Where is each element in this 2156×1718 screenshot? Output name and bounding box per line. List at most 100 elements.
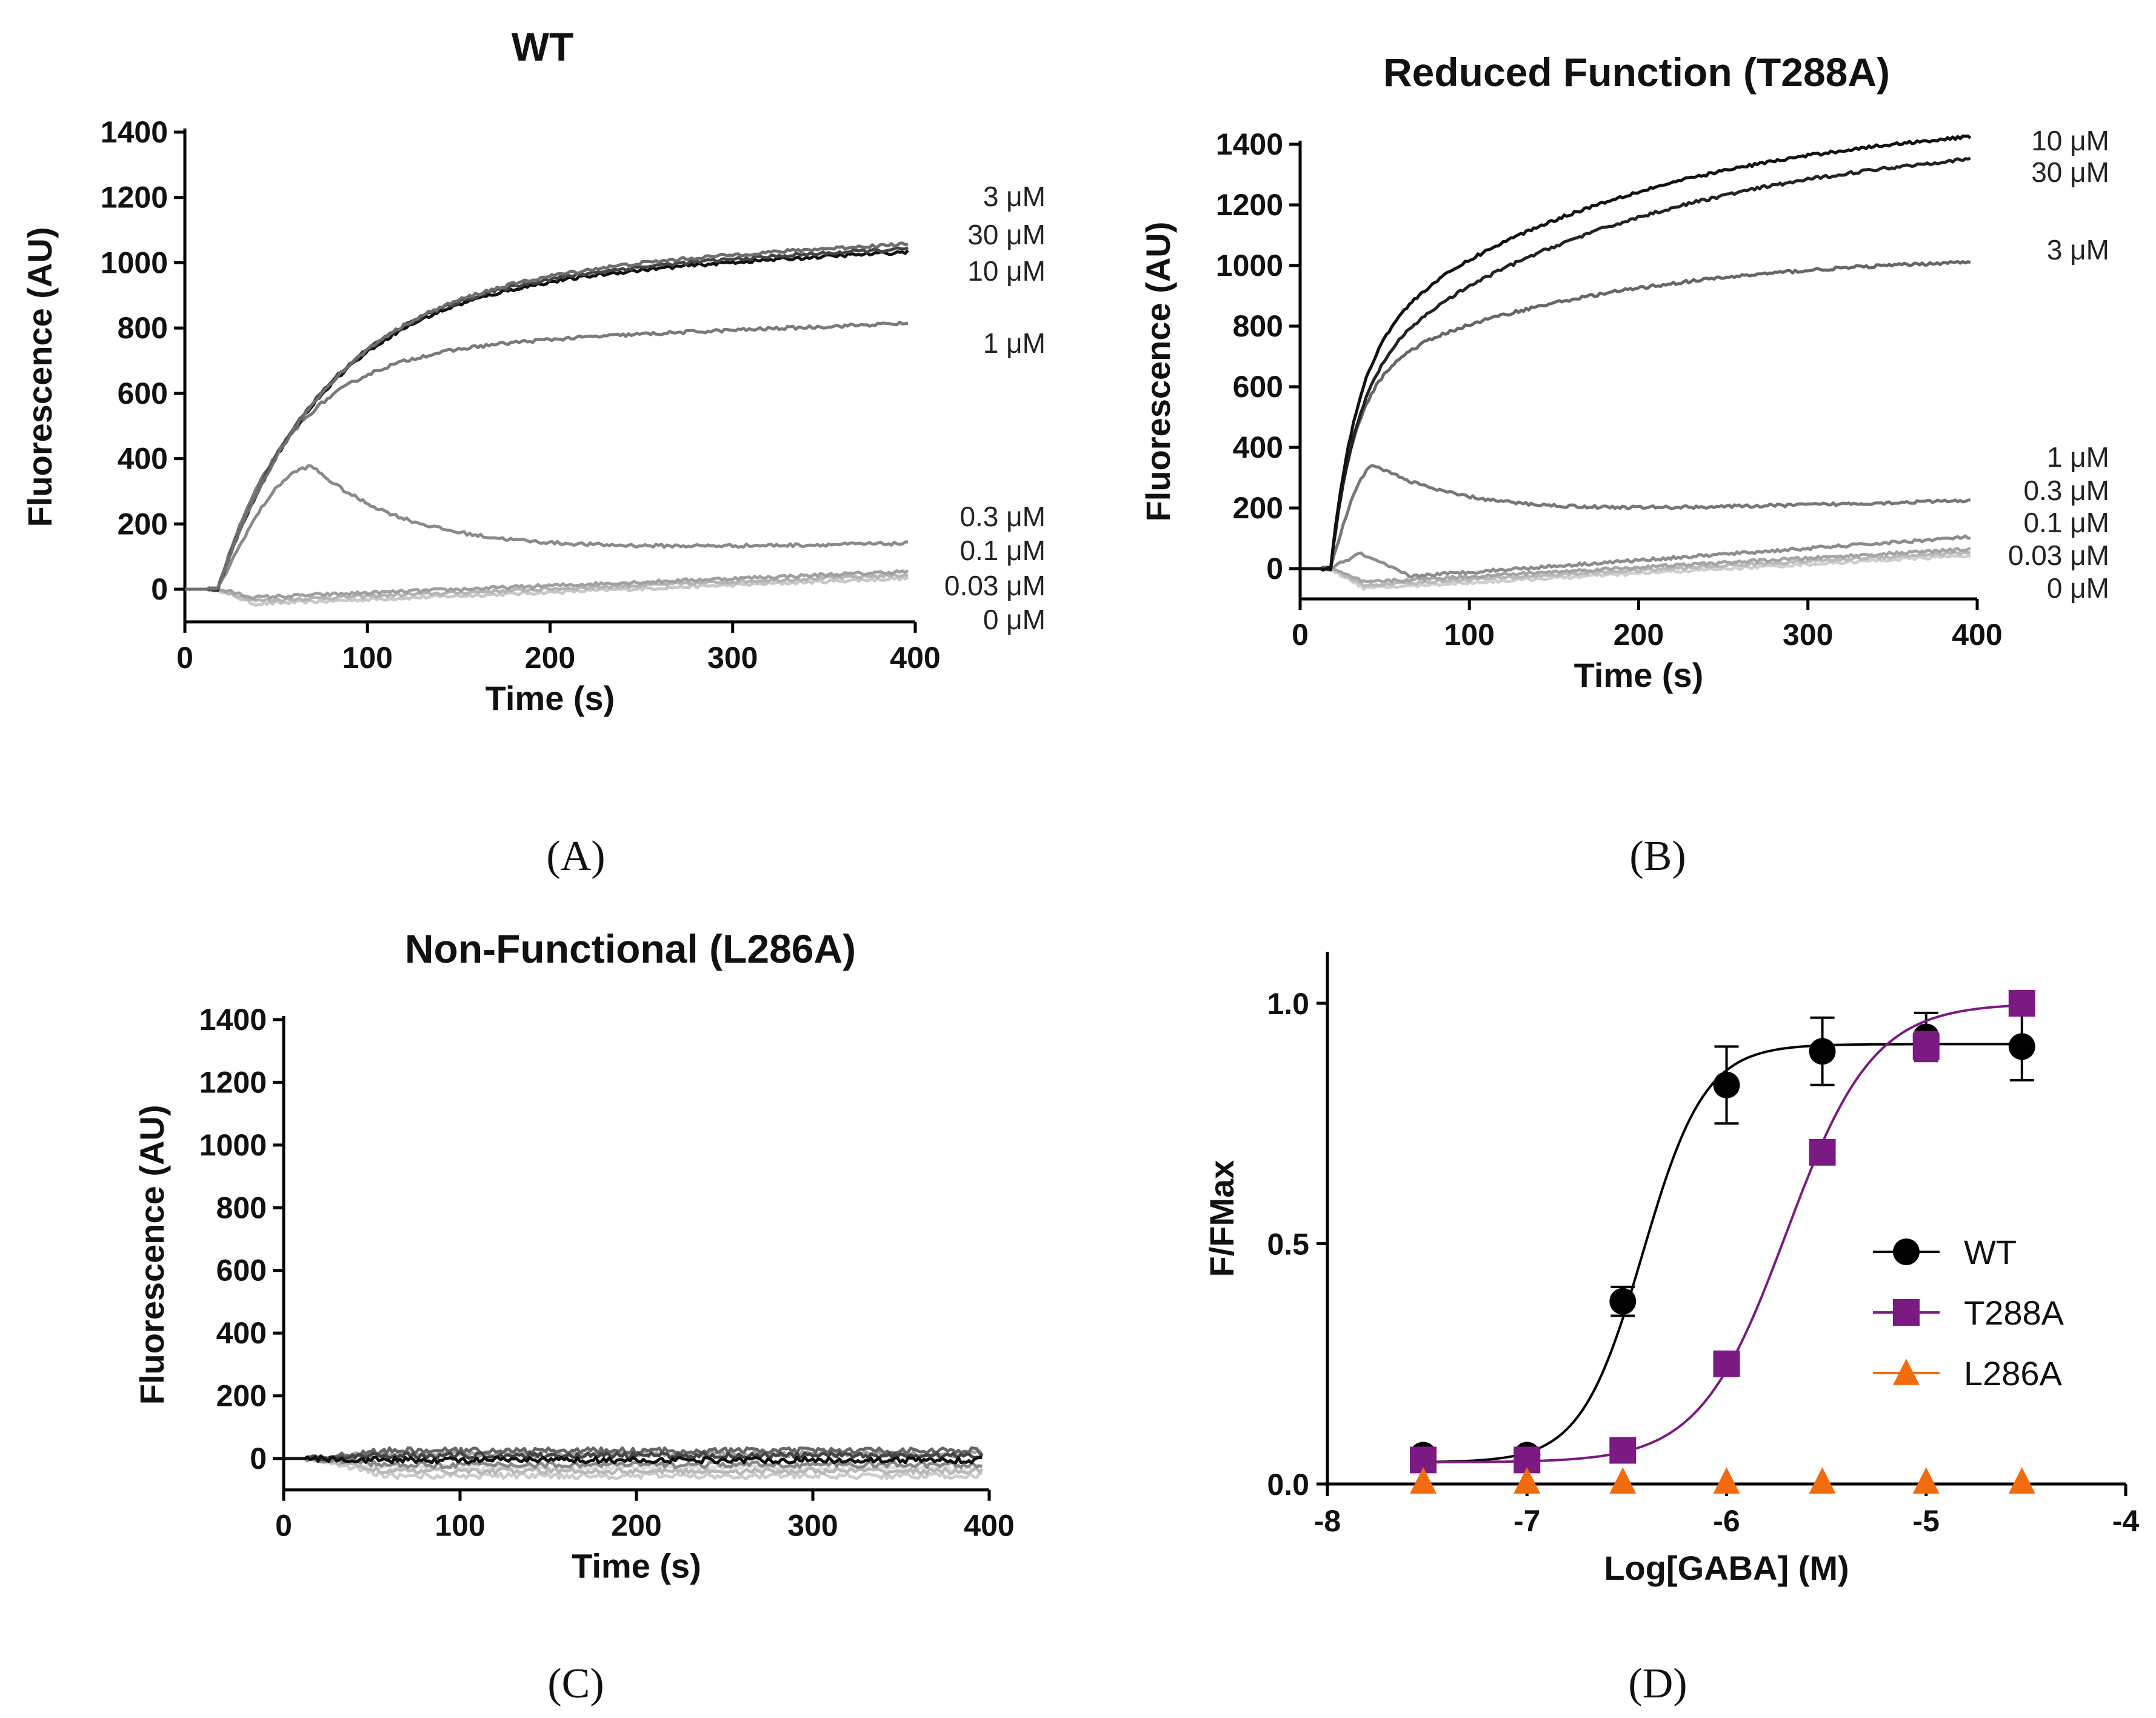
y-tick-label: 400 (216, 1316, 267, 1350)
marker-wt (1809, 1038, 1836, 1065)
marker-t288a (1809, 1138, 1836, 1166)
marker-t288a (1893, 1299, 1920, 1326)
panel-c-l286a-traces: Non-Functional (L286A)020040060080010001… (133, 926, 1015, 1585)
panel-label-c: (C) (547, 1660, 604, 1707)
y-tick-label: 0.0 (1267, 1468, 1309, 1502)
concentration-label: 0.1 μM (2023, 507, 2109, 538)
x-tick-label: -4 (2112, 1504, 2140, 1538)
x-tick-label: 300 (787, 1509, 838, 1543)
concentration-label: 0 μM (2047, 572, 2109, 604)
legend-label-t288a: T288A (1964, 1294, 2064, 1332)
y-tick-label: 1200 (199, 1065, 267, 1099)
x-tick-label: 0 (1292, 618, 1309, 652)
y-tick-label: 1400 (199, 1003, 267, 1037)
marker-l286a (2008, 1467, 2035, 1494)
trace-trace-7 (284, 1454, 983, 1480)
marker-l286a (1410, 1467, 1437, 1494)
concentration-label: 0.3 μM (960, 501, 1046, 532)
legend-label-l286a: L286A (1964, 1354, 2063, 1392)
y-tick-label: 1200 (1216, 188, 1283, 222)
trace-trace-6 (284, 1455, 984, 1476)
marker-t288a (1609, 1437, 1637, 1464)
trace-trace-1 (284, 1454, 983, 1465)
concentration-label: 0 μM (983, 604, 1046, 635)
trace-30-um (1300, 156, 1971, 572)
x-tick-label: 400 (1952, 618, 2002, 652)
y-tick-label: 200 (118, 507, 168, 541)
x-tick-label: 0 (275, 1509, 292, 1543)
x-tick-label: 200 (611, 1509, 661, 1543)
y-axis-label: Fluorescence (AU) (133, 1105, 171, 1405)
y-tick-label: 800 (118, 311, 168, 345)
marker-wt (2008, 1033, 2035, 1060)
x-axis-label: Log[GABA] (M) (1604, 1549, 1849, 1587)
x-tick-label: 0 (176, 641, 193, 675)
x-tick-label: 100 (1444, 618, 1495, 652)
marker-l286a (1514, 1467, 1541, 1494)
marker-wt (1609, 1288, 1637, 1315)
y-tick-label: 1400 (101, 115, 168, 149)
concentration-label: 3 μM (2047, 234, 2109, 266)
legend-label-wt: WT (1964, 1233, 2017, 1271)
trace-0-3-um (185, 464, 909, 592)
trace-3-um (185, 241, 909, 591)
trace-1-um (185, 320, 909, 592)
x-tick-label: -7 (1514, 1504, 1540, 1538)
y-tick-label: 1200 (101, 181, 168, 215)
x-tick-label: 300 (707, 641, 758, 675)
x-tick-label: 200 (1614, 618, 1664, 652)
y-tick-label: 400 (1233, 430, 1283, 464)
chart-title: Reduced Function (T288A) (1383, 50, 1890, 95)
concentration-label: 30 μM (2031, 156, 2109, 188)
marker-t288a (1912, 1033, 1940, 1060)
x-tick-label: 400 (964, 1509, 1014, 1543)
panel-label-d: (D) (1628, 1660, 1687, 1707)
x-axis-label: Time (s) (486, 679, 615, 717)
y-tick-label: 600 (216, 1254, 267, 1288)
concentration-label: 0.1 μM (960, 535, 1046, 566)
chart-title: Non-Functional (L286A) (405, 926, 856, 971)
fit-curve-wt (1423, 1043, 2022, 1463)
trace-3-um (1300, 259, 1971, 572)
x-tick-label: 200 (525, 641, 575, 675)
x-tick-label: -5 (1913, 1504, 1940, 1538)
concentration-label: 30 μM (967, 219, 1046, 250)
marker-l286a (1609, 1467, 1637, 1494)
y-tick-label: 1000 (101, 246, 168, 279)
x-tick-label: -6 (1713, 1504, 1740, 1538)
x-tick-label: 300 (1783, 618, 1833, 652)
x-axis-label: Time (s) (572, 1547, 701, 1585)
x-tick-label: -8 (1314, 1504, 1341, 1538)
y-tick-label: 800 (216, 1191, 267, 1225)
marker-l286a (1713, 1467, 1740, 1494)
y-tick-label: 0 (1266, 552, 1283, 586)
concentration-label: 0.3 μM (2023, 475, 2109, 506)
x-tick-label: 400 (890, 641, 940, 675)
panel-a-wt-traces: WT 0 200 400 600 800 1000 1200 1400 0 100 200 300 400… (21, 24, 1046, 717)
concentration-label: 10 μM (2031, 125, 2109, 156)
y-tick-label: 1000 (1216, 249, 1283, 282)
trace-0-1-um (185, 569, 909, 601)
marker-l286a (1912, 1467, 1940, 1494)
y-tick-label: 1.0 (1267, 987, 1309, 1021)
y-axis-label: Fluorescence (AU) (21, 227, 59, 527)
trace-10-um (185, 249, 909, 592)
y-tick-label: 400 (118, 442, 168, 476)
y-tick-label: 200 (216, 1379, 267, 1413)
trace-trace-3 (284, 1446, 983, 1462)
panel-label-b: (B) (1629, 833, 1686, 880)
trace-trace-4 (284, 1456, 983, 1469)
concentration-label: 0.03 μM (944, 570, 1046, 601)
y-axis-label: F/FMax (1203, 1160, 1241, 1277)
trace-0-3-um (1300, 534, 1971, 579)
concentration-label: 10 μM (967, 255, 1046, 287)
marker-wt (1893, 1238, 1920, 1265)
y-tick-label: 0 (250, 1442, 267, 1476)
marker-l286a (1893, 1359, 1920, 1385)
concentration-label: 0.03 μM (2008, 540, 2109, 571)
marker-t288a (2008, 990, 2035, 1017)
trace-trace-2 (284, 1451, 984, 1462)
concentration-label: 1 μM (983, 327, 1046, 359)
panel-b-t288a-traces: Reduced Function (T288A) 0 200 400 600 800 100… (1139, 50, 2109, 694)
